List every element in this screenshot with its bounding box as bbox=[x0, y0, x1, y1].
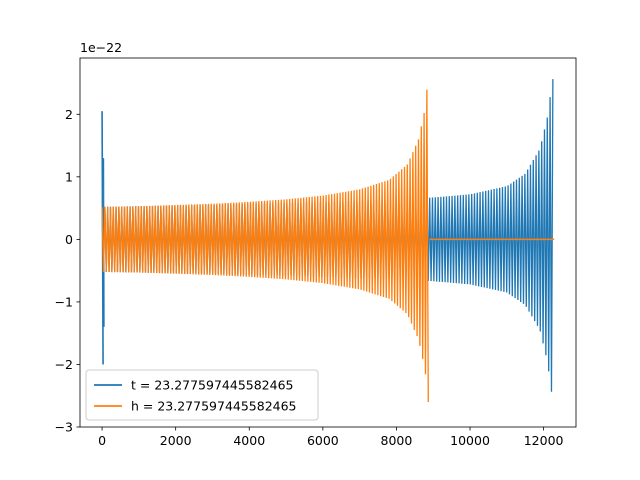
series-line bbox=[101, 89, 429, 402]
y-tick-label: 0 bbox=[65, 232, 73, 247]
y-tick-label: −2 bbox=[55, 357, 73, 372]
x-tick-label: 2000 bbox=[160, 433, 192, 448]
x-tick-label: 6000 bbox=[307, 433, 339, 448]
legend: t = 23.277597445582465 h = 23.27759744558… bbox=[85, 369, 319, 421]
legend-label: t = 23.277597445582465 bbox=[131, 378, 294, 393]
x-tick-label: 4000 bbox=[233, 433, 265, 448]
axes-frame bbox=[79, 57, 577, 428]
series-layer bbox=[101, 79, 555, 402]
x-tick-label: 0 bbox=[98, 433, 106, 448]
y-tick-label: −1 bbox=[55, 294, 73, 309]
x-tick-label: 12000 bbox=[524, 433, 564, 448]
legend-label: h = 23.277597445582465 bbox=[131, 399, 297, 414]
y-tick-label: 1 bbox=[65, 169, 73, 184]
y-tick-label: −3 bbox=[55, 420, 73, 435]
y-tick-label: 2 bbox=[65, 107, 73, 122]
y-offset-label: 1e−22 bbox=[80, 40, 122, 55]
axes-layer: 0 2000 4000 6000 8000 10000 12000 −3 −2 −1 0 1 2 bbox=[55, 57, 577, 448]
series-h bbox=[101, 89, 555, 402]
legend-box bbox=[85, 369, 319, 421]
x-tick-label: 8000 bbox=[381, 433, 413, 448]
x-tick-label: 10000 bbox=[450, 433, 490, 448]
